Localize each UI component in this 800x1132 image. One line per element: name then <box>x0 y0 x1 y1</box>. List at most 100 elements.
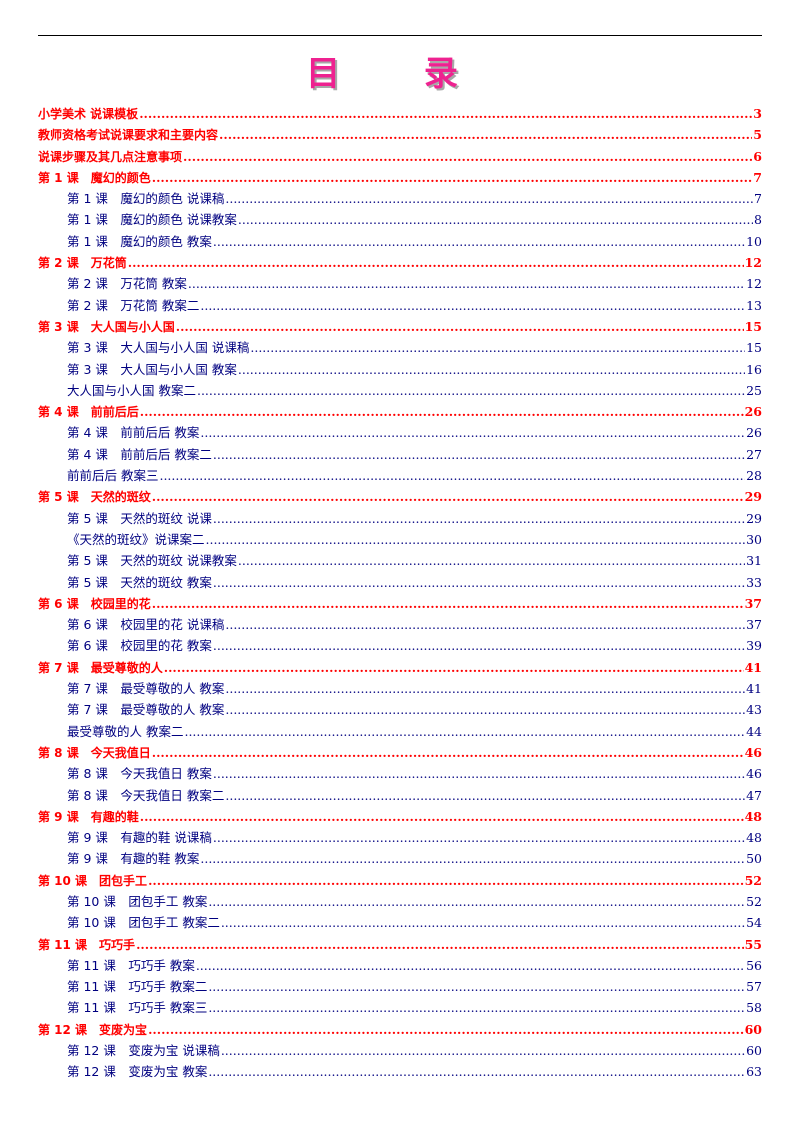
toc-subentry[interactable]: 第 7 课 最受尊敬的人 教案 41 <box>38 678 762 699</box>
toc-page-number: 25 <box>746 382 762 398</box>
toc-page-number: 60 <box>744 1021 762 1037</box>
toc-subentry[interactable]: 第 9 课 有趣的鞋 教案 50 <box>38 848 762 869</box>
toc-page-number: 58 <box>746 1000 762 1016</box>
toc-page-number: 15 <box>746 340 762 356</box>
toc-page-number: 29 <box>746 510 762 526</box>
toc-entry-title: 第 9 课 有趣的鞋 说课稿 <box>67 830 212 846</box>
toc-subentry[interactable]: 《天然的斑纹》说课案二 30 <box>38 529 762 550</box>
toc-entry-title: 第 1 课 魔幻的颜色 说课稿 <box>67 191 225 207</box>
toc-section-entry[interactable]: 第 1 课 魔幻的颜色 7 <box>38 167 762 188</box>
toc-entry-title: 最受尊敬的人 教案二 <box>67 723 184 739</box>
toc-subentry[interactable]: 第 5 课 天然的斑纹 教案 33 <box>38 572 762 593</box>
table-of-contents: 小学美术 说课模板 3 教师资格考试说课要求和主要内容 5 说课步骤及其几点注意事项 6 第… <box>38 103 762 1083</box>
toc-dot-leader <box>208 976 745 997</box>
toc-entry-title: 第 4 课 前前后后 教案 <box>67 425 200 441</box>
toc-subentry[interactable]: 第 3 课 大人国与小人国 说课稿 15 <box>38 337 762 358</box>
toc-dot-leader <box>206 529 746 550</box>
toc-entry-title: 第 11 课 巧巧手 <box>38 937 136 952</box>
toc-dot-leader <box>219 124 752 145</box>
toc-subentry[interactable]: 第 9 课 有趣的鞋 说课稿 48 <box>38 827 762 848</box>
toc-entry-title: 第 5 课 天然的斑纹 说课 <box>67 510 212 526</box>
toc-subentry[interactable]: 第 12 课 变废为宝 教案 63 <box>38 1061 762 1082</box>
toc-entry-title: 第 1 课 魔幻的颜色 教案 <box>67 233 212 249</box>
toc-entry-title: 第 2 课 万花筒 <box>38 256 127 271</box>
toc-dot-leader <box>238 209 753 230</box>
toc-page-number: 52 <box>746 893 762 909</box>
toc-page-number: 63 <box>746 1064 762 1080</box>
toc-entry-title: 第 7 课 最受尊敬的人 <box>38 660 163 675</box>
toc-entry-title: 第 5 课 天然的斑纹 说课教案 <box>67 553 237 569</box>
toc-page-number: 5 <box>753 127 762 143</box>
toc-entry-title: 第 4 课 前前后后 教案二 <box>67 446 212 462</box>
toc-dot-leader <box>213 231 745 252</box>
toc-subentry[interactable]: 第 10 课 团包手工 教案 52 <box>38 891 762 912</box>
toc-subentry[interactable]: 第 10 课 团包手工 教案二 54 <box>38 912 762 933</box>
toc-dot-leader <box>152 593 744 614</box>
toc-subentry[interactable]: 第 7 课 最受尊敬的人 教案 43 <box>38 699 762 720</box>
toc-subentry[interactable]: 第 5 课 天然的斑纹 说课教案 31 <box>38 550 762 571</box>
toc-section-entry[interactable]: 第 12 课 变废为宝 60 <box>38 1019 762 1040</box>
toc-subentry[interactable]: 第 11 课 巧巧手 教案三 58 <box>38 997 762 1018</box>
toc-subentry[interactable]: 第 1 课 魔幻的颜色 教案 10 <box>38 231 762 252</box>
toc-dot-leader <box>148 870 744 891</box>
toc-dot-leader <box>148 1019 744 1040</box>
toc-section-entry[interactable]: 第 10 课 团包手工 52 <box>38 870 762 891</box>
toc-subentry[interactable]: 第 3 课 大人国与小人国 教案 16 <box>38 359 762 380</box>
toc-entry-title: 第 3 课 大人国与小人国 说课稿 <box>67 340 250 356</box>
toc-dot-leader <box>213 635 745 656</box>
toc-section-entry[interactable]: 第 7 课 最受尊敬的人 41 <box>38 657 762 678</box>
toc-section-entry[interactable]: 小学美术 说课模板 3 <box>38 103 762 124</box>
toc-entry-title: 第 8 课 今天我值日 教案二 <box>67 787 225 803</box>
toc-entry-title: 第 3 课 大人国与小人国 <box>38 319 175 334</box>
toc-entry-title: 第 6 课 校园里的花 说课稿 <box>67 617 225 633</box>
toc-section-entry[interactable]: 说课步骤及其几点注意事项 6 <box>38 146 762 167</box>
toc-subentry[interactable]: 第 1 课 魔幻的颜色 说课教案 8 <box>38 209 762 230</box>
toc-subentry[interactable]: 第 8 课 今天我值日 教案 46 <box>38 763 762 784</box>
toc-subentry[interactable]: 第 6 课 校园里的花 教案 39 <box>38 635 762 656</box>
header-rule <box>38 35 762 36</box>
toc-entry-title: 第 1 课 魔幻的颜色 说课教案 <box>67 212 237 228</box>
toc-dot-leader <box>200 848 745 869</box>
toc-dot-leader <box>208 891 745 912</box>
toc-entry-title: 第 1 课 魔幻的颜色 <box>38 170 151 185</box>
toc-entry-title: 第 12 课 变废为宝 <box>38 1022 148 1037</box>
toc-dot-leader <box>176 316 744 337</box>
toc-page-number: 3 <box>753 106 762 121</box>
toc-dot-leader <box>196 955 745 976</box>
toc-section-entry[interactable]: 第 11 课 巧巧手 55 <box>38 934 762 955</box>
toc-subentry[interactable]: 第 12 课 变废为宝 说课稿 60 <box>38 1040 762 1061</box>
toc-subentry[interactable]: 第 5 课 天然的斑纹 说课 29 <box>38 508 762 529</box>
toc-page-number: 46 <box>744 744 762 760</box>
toc-section-entry[interactable]: 第 3 课 大人国与小人国 15 <box>38 316 762 337</box>
toc-dot-leader <box>140 806 744 827</box>
toc-entry-title: 第 8 课 今天我值日 教案 <box>67 766 212 782</box>
toc-subentry[interactable]: 第 4 课 前前后后 教案二 27 <box>38 444 762 465</box>
toc-section-entry[interactable]: 第 2 课 万花筒 12 <box>38 252 762 273</box>
toc-subentry[interactable]: 最受尊敬的人 教案二 44 <box>38 721 762 742</box>
toc-entry-title: 说课步骤及其几点注意事项 <box>38 149 183 164</box>
toc-page-number: 39 <box>746 638 762 654</box>
toc-section-entry[interactable]: 教师资格考试说课要求和主要内容 5 <box>38 124 762 145</box>
toc-subentry[interactable]: 第 6 课 校园里的花 说课稿 37 <box>38 614 762 635</box>
toc-page-number: 37 <box>744 595 762 611</box>
toc-dot-leader <box>213 763 745 784</box>
toc-subentry[interactable]: 第 8 课 今天我值日 教案二 47 <box>38 785 762 806</box>
toc-subentry[interactable]: 第 2 课 万花筒 教案 12 <box>38 273 762 294</box>
toc-subentry[interactable]: 第 11 课 巧巧手 教案 56 <box>38 955 762 976</box>
toc-section-entry[interactable]: 第 6 课 校园里的花 37 <box>38 593 762 614</box>
toc-entry-title: 第 8 课 今天我值日 <box>38 745 151 760</box>
toc-entry-title: 小学美术 说课模板 <box>38 107 139 121</box>
toc-section-entry[interactable]: 第 4 课 前前后后 26 <box>38 401 762 422</box>
toc-subentry[interactable]: 第 1 课 魔幻的颜色 说课稿 7 <box>38 188 762 209</box>
toc-dot-leader <box>184 721 745 742</box>
toc-subentry[interactable]: 第 11 课 巧巧手 教案二 57 <box>38 976 762 997</box>
toc-subentry[interactable]: 前前后后 教案三 28 <box>38 465 762 486</box>
toc-subentry[interactable]: 第 4 课 前前后后 教案 26 <box>38 422 762 443</box>
toc-section-entry[interactable]: 第 8 课 今天我值日 46 <box>38 742 762 763</box>
toc-section-entry[interactable]: 第 5 课 天然的斑纹 29 <box>38 486 762 507</box>
toc-page-number: 54 <box>746 915 762 931</box>
toc-subentry[interactable]: 第 2 课 万花筒 教案二 13 <box>38 295 762 316</box>
toc-page-number: 57 <box>746 979 762 995</box>
toc-section-entry[interactable]: 第 9 课 有趣的鞋 48 <box>38 806 762 827</box>
toc-subentry[interactable]: 大人国与小人国 教案二 25 <box>38 380 762 401</box>
